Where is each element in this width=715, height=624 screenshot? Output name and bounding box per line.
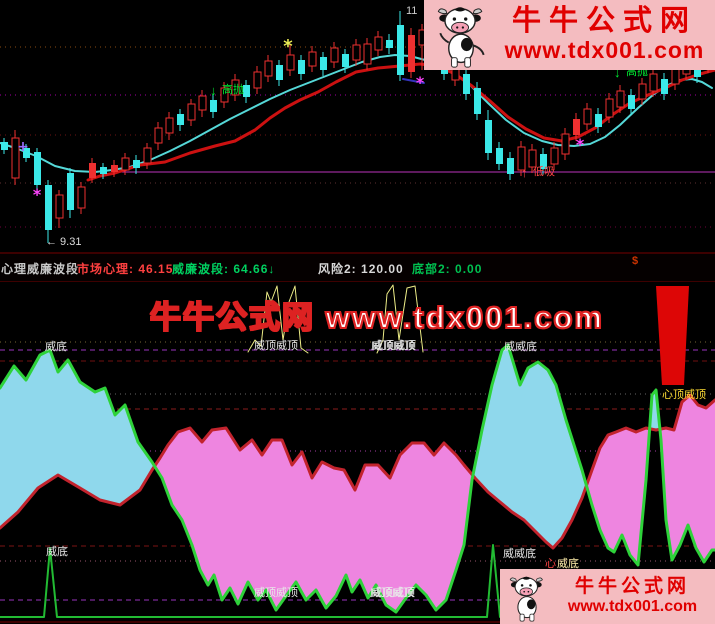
william-band-reading: 威廉波段: 64.66↓ — [172, 260, 275, 277]
ad-banner-top-text: 牛牛公式网 www.tdx001.com — [494, 5, 715, 64]
market-psychology-value: 46.15 — [138, 262, 174, 276]
risk2-label: 风险2: — [318, 262, 357, 276]
cow-mascot-icon — [437, 7, 485, 68]
bottom2-reading: 底部2: 0.00 — [412, 260, 482, 277]
brand-name: 牛牛公式网 — [574, 576, 690, 598]
ad-banner-bottom: 牛牛公式网 www.tdx001.com — [500, 569, 715, 624]
brand-url: www.tdx001.com — [567, 598, 698, 616]
indicator-bar: 心理威廉波段 市场心理: 46.15↑ 威廉波段: 64.66↓ 风险2: 12… — [0, 254, 715, 281]
center-watermark: 牛牛公式网 www.tdx001.com — [149, 299, 604, 336]
risk2-reading: 风险2: 120.00 — [318, 260, 404, 277]
bottom2-value: 0.00 — [455, 262, 483, 276]
svg-text:*: * — [576, 135, 585, 154]
william-band-label: 威廉波段: — [172, 262, 229, 276]
risk2-value: 120.00 — [361, 262, 404, 276]
ad-banner-top: 牛牛公式网 www.tdx001.com — [424, 0, 715, 70]
svg-text:*: * — [33, 185, 42, 204]
down-arrow-icon: ↓ — [268, 262, 276, 276]
brand-url: www.tdx001.com — [504, 37, 705, 64]
indicator-title: 心理威廉波段 — [1, 260, 79, 277]
cow-mascot-icon — [509, 576, 543, 621]
market-psychology-label: 市场心理: — [77, 262, 134, 276]
svg-text:+: + — [17, 139, 29, 155]
svg-text:*: * — [283, 36, 293, 57]
william-band-value: 64.66 — [233, 262, 269, 276]
svg-text:*: * — [416, 73, 425, 92]
up-arrow-icon: ↑ — [173, 262, 181, 276]
market-psychology-reading: 市场心理: 46.15↑ — [77, 260, 180, 277]
bottom2-label: 底部2: — [412, 262, 451, 276]
brand-name: 牛牛公式网 — [511, 5, 697, 38]
ad-banner-bottom-text: 牛牛公式网 www.tdx001.com — [550, 576, 715, 616]
dollar-marker: $ — [632, 255, 639, 267]
indicator-title-text: 心理威廉波段 — [1, 262, 80, 276]
